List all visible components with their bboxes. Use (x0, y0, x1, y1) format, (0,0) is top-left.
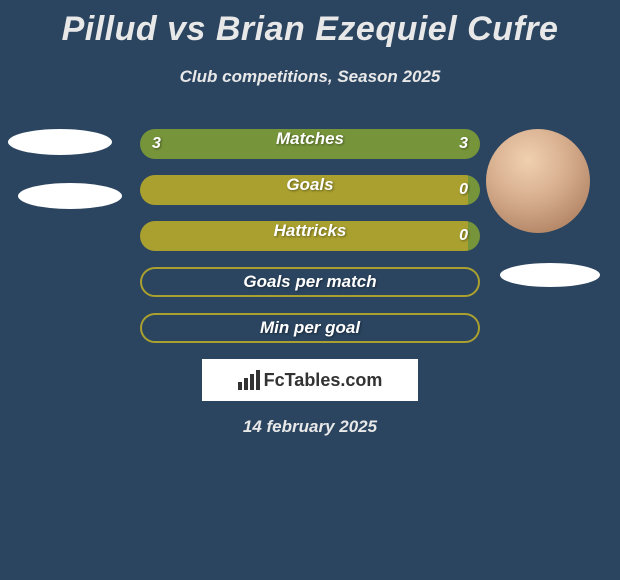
player-avatar-right (486, 129, 590, 233)
stat-bar-goals-per-match: Goals per match (140, 267, 480, 297)
stat-value-left: 3 (152, 135, 161, 153)
stat-label: Hattricks (274, 221, 347, 241)
stat-value-right: 3 (459, 135, 468, 153)
stat-bar-hattricks: 0 Hattricks (140, 221, 480, 251)
placeholder-ellipse-right (500, 263, 600, 287)
subtitle: Club competitions, Season 2025 (0, 67, 620, 87)
stat-bar-min-per-goal: Min per goal (140, 313, 480, 343)
stat-label: Goals (286, 175, 333, 195)
page-title: Pillud vs Brian Ezequiel Cufre (0, 10, 620, 49)
chart-icon (238, 370, 260, 390)
fctables-badge[interactable]: FcTables.com (202, 359, 418, 401)
stat-bar-right: 0 (468, 175, 480, 205)
stat-value-right: 0 (459, 181, 468, 199)
placeholder-ellipse-left-2 (18, 183, 122, 209)
brand-text: FcTables.com (264, 370, 383, 391)
stat-bar-goals: 0 Goals (140, 175, 480, 205)
main-container: Pillud vs Brian Ezequiel Cufre Club comp… (0, 0, 620, 437)
placeholder-ellipse-left-1 (8, 129, 112, 155)
avatar-image (486, 129, 590, 233)
stats-bars: 3 3 Matches 0 Goals 0 Hattricks Goals per match… (140, 129, 480, 343)
stat-bar-right: 0 (468, 221, 480, 251)
stat-label: Min per goal (260, 318, 360, 338)
date-text: 14 february 2025 (0, 417, 620, 437)
stat-label: Matches (276, 129, 344, 149)
stat-bar-matches: 3 3 Matches (140, 129, 480, 159)
stat-value-right: 0 (459, 227, 468, 245)
stat-label: Goals per match (243, 272, 376, 292)
comparison-area: 3 3 Matches 0 Goals 0 Hattricks Goals per match… (0, 129, 620, 437)
